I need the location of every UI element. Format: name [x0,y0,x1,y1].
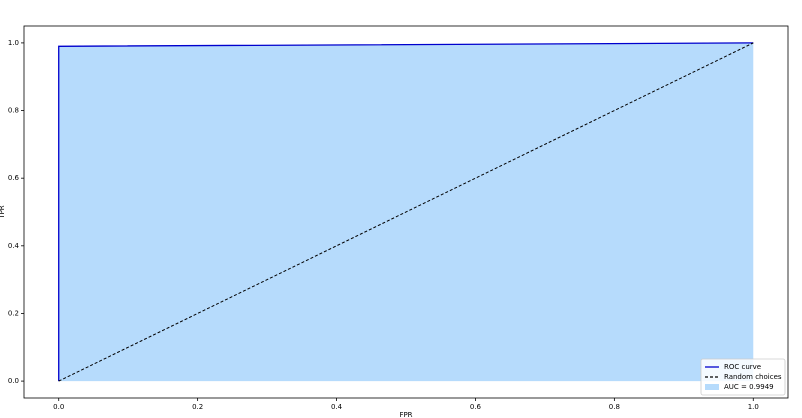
series-line [58,42,754,382]
legend-box [700,358,786,396]
y-tick-label: 0.0 [8,377,19,385]
legend-label: Random choices [724,373,782,381]
x-axis-label: FPR [399,411,412,418]
x-tick-label: 1.0 [748,403,759,411]
series-line [58,42,754,382]
legend-label: AUC = 0.9949 [724,383,774,391]
y-axis-label: TPR [0,205,6,219]
legend-swatch [705,384,719,390]
y-tick-label: 1.0 [8,39,19,47]
x-tick-label: 0.2 [192,403,203,411]
plot-frame [23,25,789,399]
x-tick-label: 0.0 [53,403,64,411]
x-tick-label: 0.8 [609,403,620,411]
legend-label: ROC curve [724,363,761,371]
y-tick-label: 0.2 [8,309,19,317]
x-tick-label: 0.6 [470,403,482,411]
y-tick-label: 0.6 [8,174,20,182]
y-tick-label: 0.8 [8,107,19,115]
y-tick-label: 0.4 [8,242,20,250]
x-tick-label: 0.4 [331,403,343,411]
